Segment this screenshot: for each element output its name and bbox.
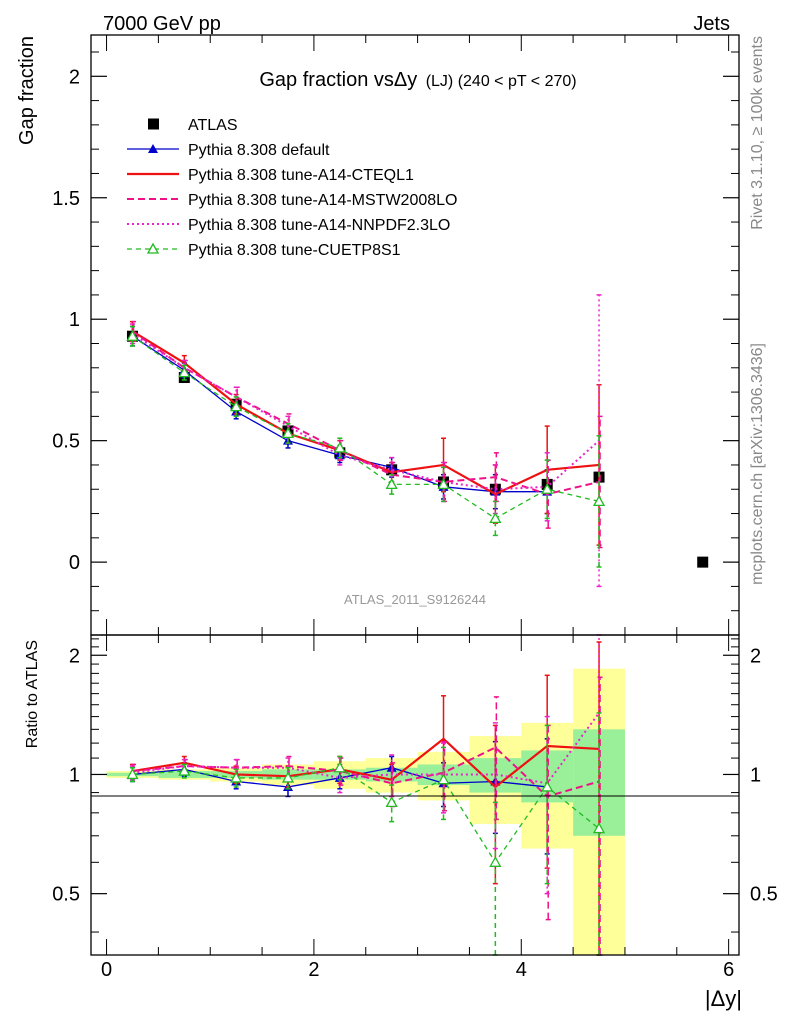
data-point-pythia-8-308-tune-cuetp8s1 [126,329,139,341]
data-point-atlas [697,556,709,568]
series-line-pythia-8-308-default [132,335,548,493]
ratio-y-tick-label-right: 0.5 [750,884,778,906]
main-series-layer [126,294,709,588]
series-line-pythia-8-308-tune-a14-mstw2008lo [132,746,600,798]
main-y-tick-label: 0 [69,552,80,574]
ratio-series-layer [126,634,606,956]
legend-label-pythia-8-308-default: Pythia 8.308 default [188,142,330,159]
data-point-pythia-8-308-tune-cuetp8s1 [333,761,346,773]
chart-title-main: Gap fraction vsΔy [259,69,417,91]
rivet-info: Rivet 3.1.10, ≥ 100k events [749,36,766,230]
data-point-pythia-8-308-tune-cuetp8s1 [541,780,554,792]
mcplots-info: mcplots.cern.ch [arXiv:1306.3436] [749,343,766,585]
main-y-tick-label: 1.5 [52,188,80,210]
legend-label-atlas: ATLAS [188,117,238,134]
analysis-id: ATLAS_2011_S9126244 [344,592,486,607]
x-tick-label: 0 [101,959,112,981]
ratio-y-tick-label-left: 0.5 [52,884,80,906]
data-point-pythia-8-308-tune-cuetp8s1 [592,495,606,507]
ratio-y-tick-label-left: 1 [69,764,80,786]
data-point-pythia-8-308-tune-cuetp8s1 [281,771,295,783]
x-tick-label: 2 [308,959,319,981]
data-point-pythia-8-308-tune-cuetp8s1 [230,771,243,783]
data-point-pythia-8-308-tune-cuetp8s1 [281,427,295,439]
series-line-pythia-8-308-tune-a14-nnpdf2-3lo [131,332,600,491]
legend-label-pythia-8-308-tune-a14-mstw2008lo: Pythia 8.308 tune-A14-MSTW2008LO [188,192,457,209]
data-point-pythia-8-308-tune-cuetp8s1 [489,855,502,867]
series-line-pythia-8-308-tune-a14-nnpdf2-3lo [132,712,600,785]
data-point-pythia-8-308-tune-cuetp8s1 [541,482,554,494]
x-axis-label: |Δy| [705,986,742,1011]
ratio-plot-frame [90,634,740,956]
legend-label-pythia-8-308-tune-cuetp8s1: Pythia 8.308 tune-CUETP8S1 [188,242,401,259]
data-point-pythia-8-308-tune-cuetp8s1 [592,822,606,834]
series-line-pythia-8-308-tune-cuetp8s1 [132,767,600,864]
legend-label-pythia-8-308-tune-a14-nnpdf2-3lo: Pythia 8.308 tune-A14-NNPDF2.3LO [188,217,450,234]
main-y-axis-label: Gap fraction [16,36,38,145]
x-tick-label: 4 [516,959,527,981]
data-point-pythia-8-308-tune-cuetp8s1 [178,764,191,776]
energy-label: 7000 GeV pp [103,13,221,35]
data-point-pythia-8-308-tune-cuetp8s1 [230,400,243,412]
ratio-y-tick-label-right: 1 [750,764,761,786]
main-y-tick-label: 0.5 [52,431,80,453]
chart-title-suffix: (LJ) (240 < pT < 270) [426,73,577,90]
legend: ATLAS Pythia 8.308 default Pythia 8.308 tu… [127,117,457,259]
data-point-pythia-8-308-tune-cuetp8s1 [489,512,502,524]
main-y-tick-label: 1 [69,309,80,331]
data-point-pythia-8-308-tune-cuetp8s1 [437,773,450,785]
legend-label-pythia-8-308-tune-a14-cteql1: Pythia 8.308 tune-A14-CTEQL1 [188,167,414,184]
main-y-tick-label: 2 [69,66,80,88]
legend-marker-pythia-8-308-tune-cuetp8s1 [146,242,160,254]
ratio-y-tick-label-left: 2 [69,645,80,667]
ratio-y-tick-label-right: 2 [750,645,761,667]
ratio-y-axis-label: Ratio to ATLAS [24,640,41,748]
chart-title: Gap fraction vsΔy (LJ) (240 < pT < 270) [259,69,576,91]
series-line-pythia-8-308-tune-cuetp8s1 [132,335,600,520]
axes-ticks: 0 0.5 1 1.5 2 0 2 4 6 0.5 0.5 1 1 2 2 [52,35,778,981]
legend-marker-atlas [148,118,159,130]
data-point-pythia-8-308-tune-cuetp8s1 [437,478,450,490]
x-tick-label: 6 [723,959,734,981]
legend-marker-pythia-8-308-default [148,144,158,153]
process-label: Jets [693,13,730,35]
data-point-pythia-8-308-tune-cuetp8s1 [385,796,398,808]
series-line-pythia-8-308-tune-a14-cteql1 [132,737,600,789]
data-point-pythia-8-308-tune-cuetp8s1 [385,478,398,490]
series-line-pythia-8-308-tune-a14-cteql1 [131,330,600,496]
data-point-pythia-8-308-tune-cuetp8s1 [333,441,346,453]
data-point-pythia-8-308-tune-cuetp8s1 [178,366,191,378]
data-point-pythia-8-308-tune-cuetp8s1 [126,768,139,780]
series-line-pythia-8-308-tune-a14-mstw2008lo [131,330,600,496]
